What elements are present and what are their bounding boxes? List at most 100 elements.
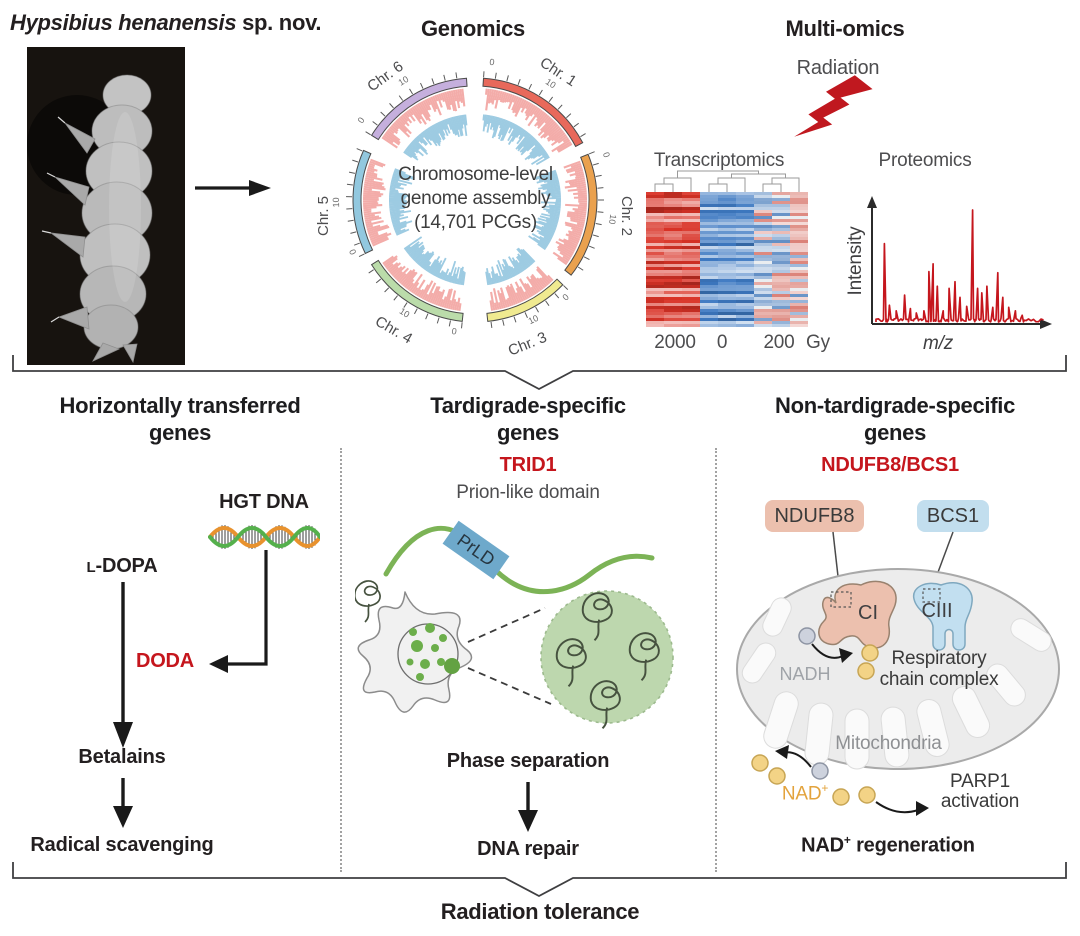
nad-regeneration-label: NAD+ regeneration <box>793 833 983 858</box>
chromosome-tick-label: 0 <box>560 292 570 303</box>
species-title: Hypsibius henanensis sp. nov. <box>10 10 322 36</box>
nontardigrade-column-heading: Non-tardigrade-specific genes <box>745 392 1045 446</box>
dendrogram <box>654 170 800 192</box>
parp1-line2: activation <box>940 791 1020 812</box>
chromosome-label: Chr. 1 <box>537 54 580 90</box>
nts-heading-line1: Non-tardigrade-specific <box>774 393 1016 418</box>
ldopa-rest: -DOPA <box>95 555 158 577</box>
nadh-label: NADH <box>779 664 831 684</box>
lightning-bolt-icon <box>794 75 873 137</box>
dose-label-2000: 2000 <box>654 332 696 353</box>
genome-caption-line1: Chromosome-level <box>398 164 553 185</box>
radiation-tolerance-label: Radiation tolerance <box>440 899 640 924</box>
trid1-gene-label: TRID1 <box>499 454 557 476</box>
species-name-italic: Hypsibius henanensis <box>10 10 237 35</box>
ts-heading-line1: Tardigrade-specific <box>430 393 626 418</box>
prld-domain-box: PrLD <box>442 520 510 580</box>
condensate-droplets <box>406 623 460 681</box>
condensate-circle <box>540 590 674 724</box>
nad-regen-rest: regeneration <box>850 834 975 857</box>
mitochondria-cristae <box>741 597 1052 770</box>
protein-wave-diagram: PrLD <box>383 520 655 595</box>
ndufb8-subunit-marker <box>830 591 852 608</box>
tardigrade-column-heading: Tardigrade-specific genes <box>378 392 678 446</box>
chromosome-tick-label: 0 <box>347 248 358 257</box>
mitochondria-diagram <box>736 531 1060 770</box>
phase-separation-label: Phase separation <box>446 750 610 772</box>
nad-molecules <box>751 754 876 806</box>
nts-heading-line2: genes <box>863 420 927 445</box>
proteomics-heading: Proteomics <box>878 150 972 171</box>
hgt-dna-label: HGT DNA <box>219 491 309 513</box>
chromosome-tick-label: 0 <box>451 326 458 337</box>
respiratory-line1: Respiratory <box>891 648 987 669</box>
cell-nucleus <box>397 623 459 685</box>
chromosome-tick-label: 10 <box>544 77 558 91</box>
chromosome-tick-label: 10 <box>607 214 618 225</box>
ndufb8-bcs1-gene-label: NDUFB8/BCS1 <box>821 454 959 476</box>
nad-sup: + <box>821 781 829 795</box>
chromosome-label: Chr. 5 <box>315 196 332 236</box>
prion-domain-label: Prion-like domain <box>456 482 600 503</box>
chromosome-tick-label: 10 <box>527 313 540 326</box>
radical-scavenging-label: Radical scavenging <box>30 834 214 856</box>
complex-ciii-shape <box>912 581 973 651</box>
arrow-right-icon <box>195 180 271 196</box>
spectrum-ylabel: Intensity <box>845 226 866 296</box>
radiation-label: Radiation <box>796 57 880 79</box>
genome-assembly-caption: Chromosome-level genome assembly (14,701… <box>383 163 568 235</box>
nad-plus-label: NAD+ <box>779 781 831 805</box>
dose-unit-label: Gy <box>806 332 830 353</box>
transcriptomics-heading: Transcriptomics <box>653 150 785 171</box>
species-name-suffix: sp. nov. <box>236 10 322 35</box>
nad-regen-base: NAD <box>801 834 844 857</box>
spectrum-xlabel: m/z <box>922 333 953 354</box>
nadh-molecule-icon2 <box>811 762 829 780</box>
genome-caption-line2: genome assembly <box>400 188 551 209</box>
ldopa-smallcap: L <box>86 559 96 576</box>
phase-separation-diagram <box>355 580 674 730</box>
parp1-line1: PARP1 <box>950 771 1010 792</box>
chromosome-tick-label: 10 <box>397 74 411 88</box>
dose-label-0: 0 <box>716 332 728 353</box>
chromosome-tick-label: 0 <box>356 115 367 125</box>
nad-regen-sup: + <box>843 833 851 847</box>
respiratory-line2: chain complex <box>879 669 999 690</box>
hgt-column-heading: Horizontally transferred genes <box>30 392 330 446</box>
ciii-label: CIII <box>921 600 953 622</box>
mass-spectrum-plot <box>867 196 1052 329</box>
hgt-elbow-arrow <box>209 550 268 673</box>
chromosome-tick-label: 0 <box>489 57 495 68</box>
dose-label-200: 200 <box>763 332 795 353</box>
protein-squiggles <box>355 580 660 730</box>
hgt-heading-line2: genes <box>148 420 212 445</box>
ndufb8-box: NDUFB8 <box>765 500 864 532</box>
chromosome-label: Chr. 3 <box>506 329 549 360</box>
parp1-activation-label: PARP1 activation <box>928 772 1032 812</box>
bcs1-box: BCS1 <box>917 500 989 532</box>
betalains-arrow <box>113 778 133 828</box>
ts-heading-line2: genes <box>496 420 560 445</box>
column-separator-left <box>340 448 342 872</box>
hgt-heading-line1: Horizontally transferred <box>59 393 301 418</box>
dna-repair-label: DNA repair <box>477 838 579 860</box>
transcriptomics-heatmap <box>646 192 808 327</box>
ldopa-to-betalains-arrow <box>113 582 133 748</box>
mitochondria-label: Mitochondria <box>835 733 942 754</box>
genomics-heading: Genomics <box>421 16 525 41</box>
genome-caption-line3: (14,701 PCGs) <box>414 212 537 233</box>
nadh-molecule-icon <box>798 627 816 645</box>
chromosome-tick-label: 10 <box>331 197 341 207</box>
chromosome-label: Chr. 4 <box>372 313 415 348</box>
betalains-label: Betalains <box>78 746 166 768</box>
tardigrade-sem-image <box>27 47 185 365</box>
chromosome-label: Chr. 2 <box>618 196 635 236</box>
phase-separation-arrow <box>518 782 538 832</box>
dna-helix-icon <box>208 525 320 549</box>
respiratory-chain-label: Respiratory chain complex <box>866 648 1012 690</box>
doda-enzyme-label: DODA <box>135 650 195 672</box>
nad-regeneration-diagram <box>751 745 929 816</box>
chromosome-tick-label: 0 <box>601 151 612 159</box>
chromosome-tick-label: 10 <box>398 306 412 320</box>
